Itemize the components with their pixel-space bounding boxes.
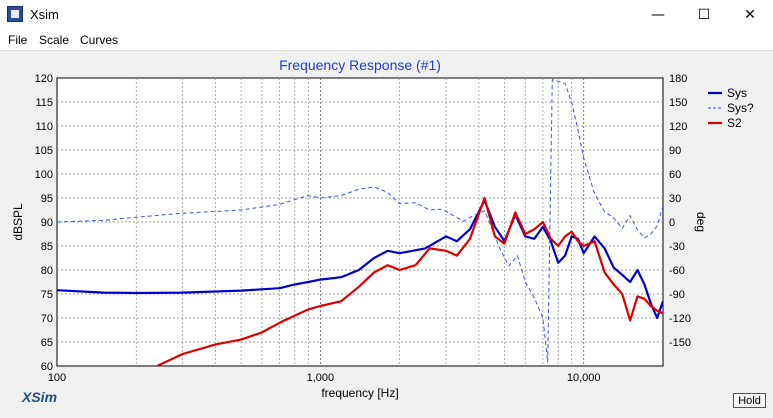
- y-tick-label: 105: [35, 145, 53, 157]
- frequency-response-chart: Frequency Response (#1) 60 65 70 75 80 85 90 95 1…: [11, 57, 754, 400]
- x-axis-label: frequency [Hz]: [321, 386, 398, 400]
- y2-tick-label: -90: [669, 289, 685, 301]
- x-tick-label: 10,000: [567, 372, 601, 384]
- window-title: Xsim: [30, 7, 59, 22]
- menu-curves[interactable]: Curves: [80, 33, 119, 47]
- menu-bar: File Scale Curves: [0, 30, 773, 51]
- maximize-button[interactable]: ☐: [697, 7, 711, 23]
- app-icon: [7, 6, 23, 22]
- legend-label: Sys?: [727, 101, 754, 115]
- y-tick-label: 95: [41, 193, 53, 205]
- title-bar[interactable]: Xsim — ☐ ✕: [0, 0, 773, 30]
- y-tick-label: 65: [41, 337, 53, 349]
- x-tick-label: 1,000: [307, 372, 335, 384]
- y2-tick-label: -150: [669, 337, 691, 349]
- y-tick-label: 120: [35, 73, 53, 85]
- y-tick-label: 110: [35, 121, 53, 133]
- series-line-s2: [156, 196, 663, 366]
- legend-label: S2: [727, 116, 742, 130]
- y-tick-label: 75: [41, 289, 53, 301]
- plot-background: [56, 77, 664, 367]
- y-tick-label: 90: [41, 217, 53, 229]
- y2-tick-label: 90: [669, 145, 681, 157]
- y-tick-label: 70: [41, 313, 53, 325]
- y2-tick-label: 180: [669, 73, 687, 85]
- y2-axis-label: deg: [694, 212, 708, 232]
- y-tick-label: 80: [41, 265, 53, 277]
- y2-tick-label: -60: [669, 265, 685, 277]
- y2-tick-label: 150: [669, 97, 687, 109]
- y-tick-label: 115: [35, 97, 53, 109]
- legend-label: Sys: [727, 86, 747, 100]
- minimize-button[interactable]: —: [651, 7, 665, 23]
- chart-title: Frequency Response (#1): [279, 57, 441, 73]
- y2-tick-label: 0: [669, 217, 675, 229]
- x-tick-label: 100: [48, 372, 66, 384]
- y2-tick-label: 60: [669, 169, 681, 181]
- y2-tick-label: 120: [669, 121, 687, 133]
- menu-scale[interactable]: Scale: [39, 33, 70, 47]
- y-tick-label: 100: [35, 169, 53, 181]
- y2-tick-label: 30: [669, 193, 681, 205]
- y2-tick-label: -120: [669, 313, 691, 325]
- y-tick-label: 60: [41, 361, 53, 373]
- close-button[interactable]: ✕: [744, 7, 756, 23]
- y2-tick-label: -30: [669, 241, 685, 253]
- y-axis-label: dBSPL: [11, 203, 25, 241]
- menu-file[interactable]: File: [8, 33, 28, 47]
- series-line-sys: [57, 79, 663, 363]
- hold-button[interactable]: Hold: [733, 393, 766, 408]
- xsim-logo: XSim: [22, 389, 58, 405]
- y-tick-label: 85: [41, 241, 53, 253]
- plot-area: Frequency Response (#1) 60 65 70 75 80 85 90 95 1…: [0, 51, 773, 413]
